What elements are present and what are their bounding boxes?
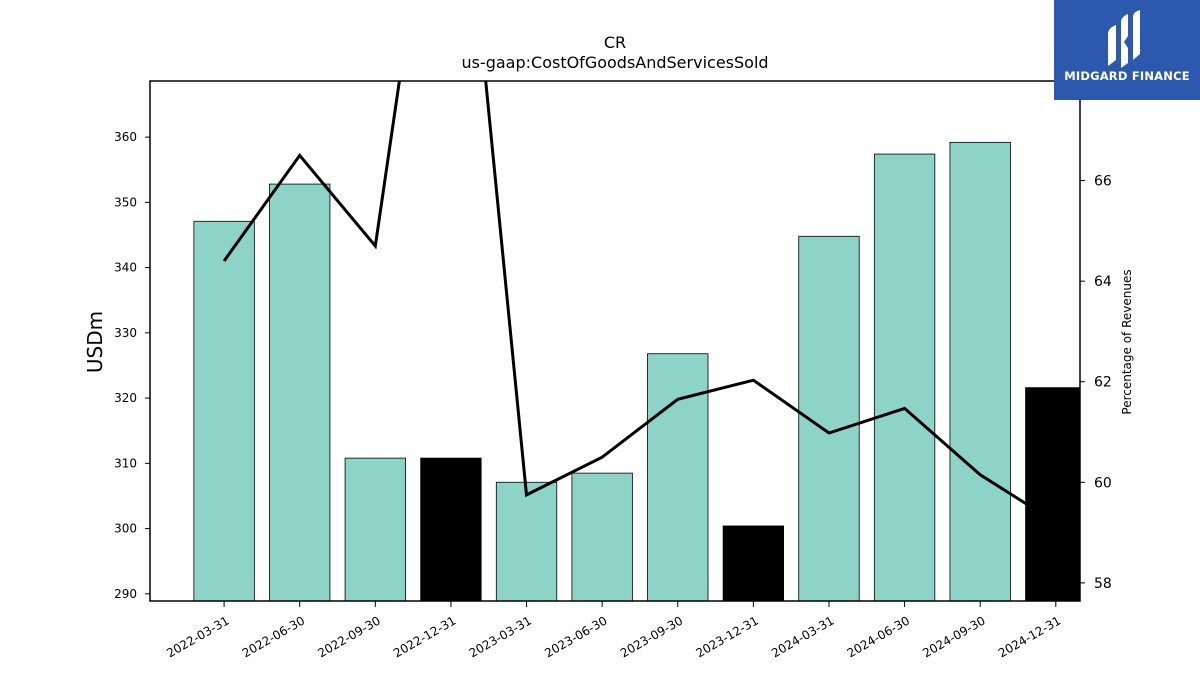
- x-tick-label-2023-06-30: 2023-06-30: [542, 613, 609, 660]
- y-axis-label: USDm: [83, 311, 107, 373]
- x-tick-label-2022-03-31: 2022-03-31: [164, 613, 231, 660]
- chart-subtitle: us-gaap:CostOfGoodsAndServicesSold: [461, 53, 768, 72]
- chart-title: CR: [604, 33, 626, 52]
- bar-2024-12-31: [1025, 387, 1080, 601]
- x-tick-label-2023-03-31: 2023-03-31: [467, 613, 534, 660]
- bar-group: [193, 141, 1080, 601]
- x-tick-label-2024-09-30: 2024-09-30: [920, 613, 987, 660]
- x-tick-label-2022-09-30: 2022-09-30: [315, 613, 382, 660]
- y-tick-label-320: 320: [114, 391, 137, 405]
- bar-2024-06-30: [873, 153, 936, 601]
- y2-tick-label-62: 62: [1094, 375, 1112, 391]
- x-tick-label-2024-12-31: 2024-12-31: [996, 613, 1063, 660]
- y-tick-label-310: 310: [114, 456, 137, 470]
- x-tick-label-2024-06-30: 2024-06-30: [845, 613, 912, 660]
- plot-frame: [149, 80, 1081, 602]
- bar-2022-03-31: [193, 220, 255, 601]
- x-tick-label-2023-09-30: 2023-09-30: [618, 613, 685, 660]
- x-tick-label-2024-03-31: 2024-03-31: [769, 613, 836, 660]
- y-tick-label-330: 330: [114, 326, 137, 340]
- y2-tick-label-64: 64: [1094, 274, 1112, 290]
- y2-axis-label: Percentage of Revenues: [1120, 269, 1134, 414]
- y-tick-label-340: 340: [114, 261, 137, 275]
- bar-2023-03-31: [495, 481, 558, 601]
- x-tick-label-2023-12-31: 2023-12-31: [693, 613, 760, 660]
- bar-2023-09-30: [647, 353, 709, 601]
- bar-2022-09-30: [344, 457, 406, 601]
- bar-2023-06-30: [571, 472, 633, 601]
- bar-2022-12-31: [420, 457, 482, 601]
- y-tick-label-300: 300: [114, 522, 137, 536]
- bar-2023-12-31: [722, 525, 785, 601]
- y2-tick-label-66: 66: [1094, 174, 1112, 190]
- brand-name: MIDGARD FINANCE: [1064, 69, 1190, 83]
- bar-2022-06-30: [269, 183, 331, 601]
- y-tick-label-290: 290: [114, 587, 137, 601]
- bar-2024-09-30: [949, 141, 1011, 601]
- line-group: [222, 81, 1057, 524]
- y2-tick-label-60: 60: [1094, 475, 1112, 491]
- x-tick-label-2022-06-30: 2022-06-30: [240, 613, 307, 660]
- x-tick-label-2022-12-31: 2022-12-31: [391, 613, 458, 660]
- percentage-line: [222, 81, 1057, 524]
- y2-tick-label-58: 58: [1094, 576, 1112, 592]
- brand-mark-icon: [1108, 10, 1140, 68]
- brand-logo: MIDGARD FINANCE: [1054, 0, 1200, 100]
- y-tick-label-350: 350: [114, 195, 137, 209]
- y-tick-label-360: 360: [114, 130, 137, 144]
